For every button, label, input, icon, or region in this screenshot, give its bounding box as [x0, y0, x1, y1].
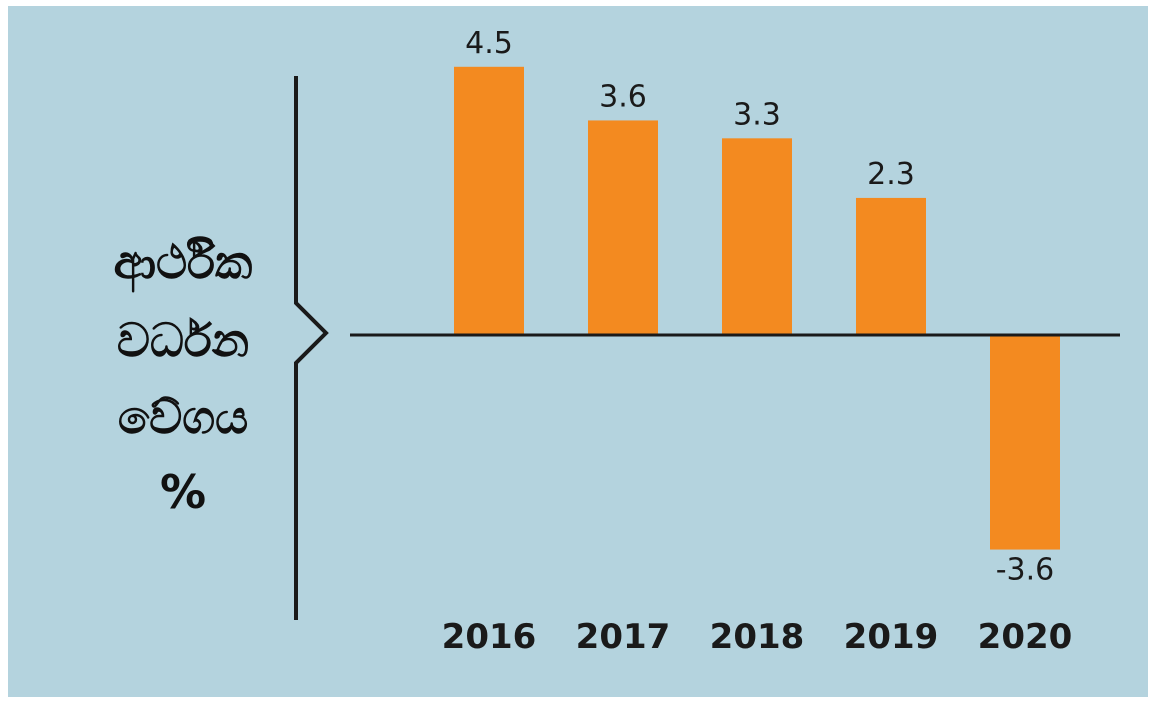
bar-2019: [856, 197, 926, 335]
bars-group: [454, 66, 1060, 550]
data-label-2016: 4.5: [465, 26, 513, 61]
x-tick-label-2017: 2017: [576, 617, 671, 657]
bar-2018: [722, 138, 792, 335]
y-axis-label-line-1: ආර්ථික: [113, 235, 253, 289]
data-label-2019: 2.3: [867, 157, 915, 192]
data-label-2017: 3.6: [599, 79, 647, 114]
y-axis-brace: [294, 76, 329, 620]
y-axis-label-line-2: වර්ධන: [116, 313, 250, 367]
bar-chart: 4.5 3.6 3.3 2.3 -3.6 2016 2017 2018 2019 2020: [294, 26, 1120, 657]
bar-2017: [588, 120, 658, 335]
data-label-2020: -3.6: [996, 553, 1055, 588]
x-tick-label-2016: 2016: [442, 617, 537, 657]
y-axis-label-line-4: %: [159, 465, 207, 519]
x-tick-label-2020: 2020: [978, 617, 1073, 657]
chart-panel: 4.5 3.6 3.3 2.3 -3.6 2016 2017 2018 2019 2020 ආර…: [8, 6, 1148, 697]
x-tick-label-2018: 2018: [710, 617, 805, 657]
bar-2020: [990, 335, 1060, 550]
value-labels-group: 4.5 3.6 3.3 2.3 -3.6: [465, 26, 1054, 588]
y-axis-label-line-3: වේගය: [117, 390, 249, 444]
bar-2016: [454, 66, 524, 336]
category-labels-group: 2016 2017 2018 2019 2020: [442, 617, 1073, 657]
x-tick-label-2019: 2019: [844, 617, 939, 657]
data-label-2018: 3.3: [733, 97, 781, 132]
